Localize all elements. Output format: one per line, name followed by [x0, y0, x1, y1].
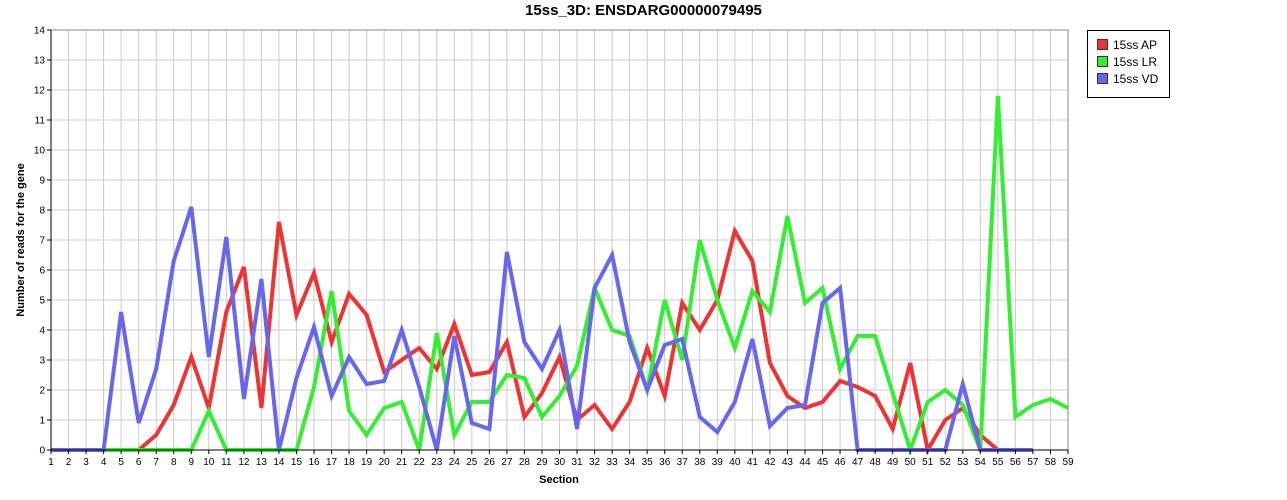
x-tick-label: 54 — [975, 457, 987, 468]
legend-swatch-lr — [1097, 56, 1108, 67]
x-tick-label: 28 — [519, 457, 531, 468]
x-tick-label: 46 — [834, 457, 846, 468]
x-tick-label: 52 — [940, 457, 952, 468]
x-tick-label: 21 — [396, 457, 408, 468]
x-tick-label: 23 — [431, 457, 443, 468]
x-tick-label: 18 — [344, 457, 356, 468]
y-tick-label: 13 — [34, 56, 46, 67]
x-tick-label: 30 — [554, 457, 566, 468]
x-tick-label: 48 — [870, 457, 882, 468]
y-tick-label: 1 — [39, 416, 45, 427]
x-tick-label: 4 — [101, 457, 107, 468]
x-tick-label: 40 — [729, 457, 741, 468]
legend-item-ap: 15ss AP — [1097, 36, 1169, 53]
y-tick-label: 0 — [39, 446, 45, 457]
x-tick-label: 51 — [922, 457, 934, 468]
x-tick-label: 25 — [466, 457, 478, 468]
x-tick-label: 47 — [852, 457, 864, 468]
x-tick-label: 59 — [1062, 457, 1074, 468]
x-tick-label: 24 — [449, 457, 461, 468]
y-tick-label: 8 — [39, 206, 45, 217]
x-tick-label: 41 — [747, 457, 759, 468]
legend-label-ap: 15ss AP — [1113, 37, 1158, 52]
x-tick-label: 44 — [799, 457, 811, 468]
x-tick-label: 32 — [589, 457, 601, 468]
y-tick-label: 9 — [39, 176, 45, 187]
x-tick-label: 50 — [905, 457, 917, 468]
x-tick-label: 15 — [291, 457, 303, 468]
x-tick-label: 31 — [571, 457, 583, 468]
legend: 15ss AP 15ss LR 15ss VD — [1087, 30, 1170, 98]
x-tick-label: 43 — [782, 457, 794, 468]
y-tick-label: 5 — [39, 296, 45, 307]
x-tick-label: 2 — [66, 457, 72, 468]
x-tick-label: 39 — [712, 457, 724, 468]
legend-item-vd: 15ss VD — [1097, 70, 1169, 87]
x-tick-label: 17 — [326, 457, 338, 468]
x-tick-label: 29 — [536, 457, 548, 468]
x-tick-label: 7 — [153, 457, 159, 468]
x-tick-label: 5 — [118, 457, 124, 468]
x-tick-label: 38 — [694, 457, 706, 468]
x-tick-label: 42 — [764, 457, 776, 468]
legend-label-vd: 15ss VD — [1113, 71, 1159, 86]
legend-item-lr: 15ss LR — [1097, 53, 1169, 70]
y-tick-label: 14 — [34, 26, 46, 37]
x-tick-label: 14 — [273, 457, 285, 468]
x-tick-label: 3 — [83, 457, 89, 468]
x-tick-label: 49 — [887, 457, 899, 468]
x-tick-label: 11 — [221, 457, 232, 468]
x-tick-label: 33 — [607, 457, 619, 468]
x-tick-label: 36 — [659, 457, 671, 468]
x-axis-ticks: 1 2 3 4 5 6 7 8 9 10 11 12 13 14 15 16 17 18 19 20 21 22 23 24 2… — [48, 450, 1074, 468]
chart-title: 15ss_3D: ENSDARG00000079495 — [525, 2, 762, 19]
x-tick-label: 27 — [501, 457, 513, 468]
legend-swatch-ap — [1097, 39, 1108, 50]
x-tick-label: 13 — [256, 457, 268, 468]
x-tick-label: 8 — [171, 457, 177, 468]
x-tick-label: 10 — [203, 457, 215, 468]
legend-label-lr: 15ss LR — [1113, 54, 1158, 69]
x-tick-label: 34 — [624, 457, 636, 468]
x-tick-label: 9 — [188, 457, 194, 468]
x-tick-label: 56 — [1010, 457, 1022, 468]
x-tick-label: 6 — [136, 457, 142, 468]
legend-swatch-vd — [1097, 73, 1108, 84]
y-tick-label: 2 — [39, 386, 45, 397]
series-line-15ss-lr — [51, 95, 1069, 457]
y-tick-label: 12 — [34, 86, 46, 97]
y-tick-label: 10 — [34, 146, 46, 157]
y-tick-label: 11 — [35, 116, 46, 127]
x-tick-label: 1 — [48, 457, 54, 468]
x-tick-label: 12 — [238, 457, 250, 468]
x-tick-label: 16 — [308, 457, 320, 468]
y-tick-label: 3 — [39, 356, 45, 367]
y-tick-label: 4 — [39, 326, 45, 337]
x-tick-label: 55 — [992, 457, 1004, 468]
x-axis-label: Section — [539, 474, 579, 486]
x-tick-label: 22 — [414, 457, 426, 468]
y-tick-label: 7 — [39, 236, 45, 247]
x-tick-label: 26 — [484, 457, 496, 468]
y-tick-label: 6 — [39, 266, 45, 277]
x-tick-label: 45 — [817, 457, 829, 468]
x-tick-label: 20 — [379, 457, 391, 468]
x-tick-label: 19 — [361, 457, 373, 468]
x-tick-label: 58 — [1045, 457, 1057, 468]
x-tick-label: 57 — [1027, 457, 1039, 468]
y-axis-label: Number of reads for the gene — [15, 163, 27, 316]
x-tick-label: 37 — [677, 457, 689, 468]
x-tick-label: 53 — [957, 457, 969, 468]
x-tick-label: 35 — [642, 457, 654, 468]
